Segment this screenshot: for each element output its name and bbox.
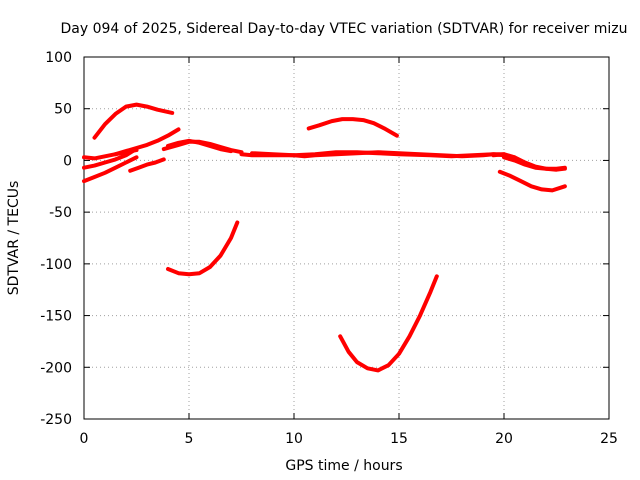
y-axis-label: SDTVAR / TECUs — [6, 181, 22, 296]
y-tick-label: 0 — [63, 153, 72, 169]
x-tick-label: 25 — [600, 431, 618, 447]
series-arc-8 — [166, 138, 233, 154]
x-tick-label: 0 — [80, 431, 89, 447]
series-arc-16 — [497, 169, 567, 193]
series-arc-5 — [128, 157, 166, 173]
series-arc-3 — [82, 148, 137, 170]
y-tick-label: 50 — [54, 102, 72, 118]
axis-ticks: 0 5 10 15 20 25 -250 -200 -150 -100 -50 0 50 100 — [40, 50, 618, 447]
series-arc-1 — [92, 102, 175, 140]
x-axis-label: GPS time / hours — [285, 458, 402, 474]
x-tick-label: 10 — [285, 431, 303, 447]
plot-frame — [83, 56, 610, 420]
y-tick-label: 100 — [45, 50, 72, 66]
series-arc-12 — [306, 117, 399, 138]
series-layer — [82, 102, 567, 373]
grid — [84, 57, 609, 419]
series-arc-2 — [82, 155, 139, 184]
y-tick-label: -50 — [49, 205, 72, 221]
y-tick-label: -250 — [40, 412, 72, 428]
x-tick-label: 15 — [390, 431, 408, 447]
y-tick-label: -100 — [40, 257, 72, 273]
series-arc-15 — [502, 155, 567, 171]
chart-title: Day 094 of 2025, Sidereal Day-to-day VTE… — [61, 21, 628, 37]
series-arc-6 — [82, 148, 139, 161]
y-tick-label: -200 — [40, 360, 72, 376]
series-arc-13 — [338, 274, 439, 373]
series-arc-11 — [250, 150, 506, 159]
x-tick-label: 5 — [185, 431, 194, 447]
y-tick-label: -150 — [40, 309, 72, 325]
series-arc-9 — [166, 220, 240, 277]
x-tick-label: 20 — [495, 431, 513, 447]
